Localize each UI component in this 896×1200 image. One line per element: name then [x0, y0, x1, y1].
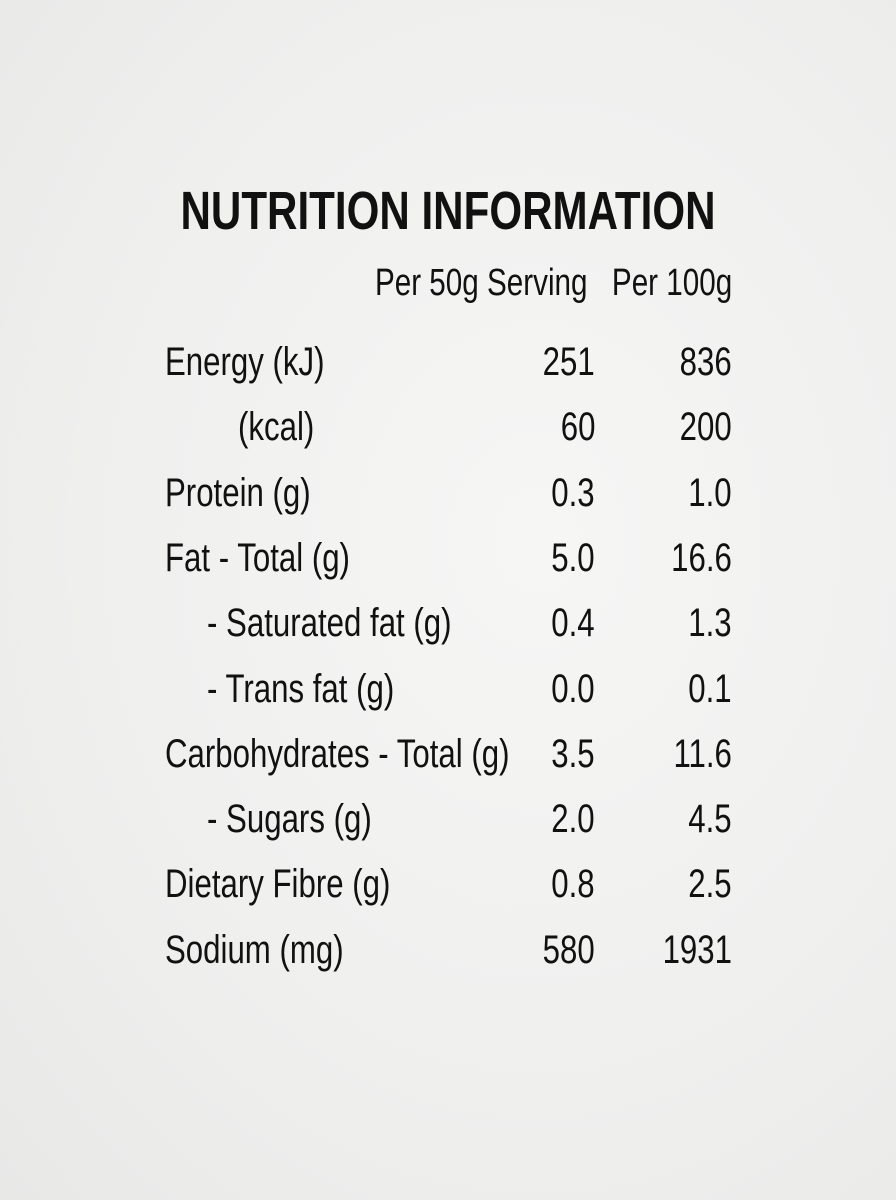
serving-value: 60: [560, 405, 595, 450]
per-100g-value: 1.3: [688, 601, 732, 646]
row-label: Fat - Total (g): [165, 535, 350, 580]
row-label: - Trans fat (g): [207, 666, 395, 711]
row-label: Protein (g): [165, 470, 311, 515]
per-100g-value: 11.6: [673, 731, 732, 776]
column-header: Per 100g: [611, 262, 732, 304]
serving-value: 3.5: [551, 731, 595, 776]
per-100g-value: 4.5: [688, 797, 732, 842]
row-label: Energy (kJ): [165, 340, 325, 384]
serving-value: 0.8: [551, 862, 595, 907]
serving-value: 2.0: [551, 797, 595, 842]
serving-value: 0.4: [551, 601, 595, 646]
title: NUTRITION INFORMATION: [180, 181, 716, 241]
per-100g-value: 2.5: [688, 862, 732, 907]
serving-value: 5.0: [551, 535, 595, 580]
row-label: Carbohydrates - Total (g): [165, 731, 510, 776]
per-100g-value: 16.6: [671, 535, 732, 580]
row-label: Dietary Fibre (g): [165, 862, 391, 907]
row-label: - Saturated fat (g): [207, 601, 452, 646]
per-100g-value: 1.0: [688, 470, 732, 515]
serving-value: 580: [542, 927, 595, 972]
row-label: (kcal): [238, 405, 315, 450]
row-label: Sodium (mg): [165, 927, 344, 972]
per-100g-value: 836: [679, 340, 732, 384]
row-label: - Sugars (g): [207, 797, 372, 842]
column-header: Per 50g Serving: [374, 262, 587, 304]
serving-value: 251: [542, 340, 595, 384]
per-100g-value: 0.1: [688, 666, 732, 711]
per-100g-value: 200: [679, 405, 732, 450]
serving-value: 0.3: [551, 470, 595, 515]
serving-value: 0.0: [551, 666, 595, 711]
per-100g-value: 1931: [662, 927, 732, 972]
